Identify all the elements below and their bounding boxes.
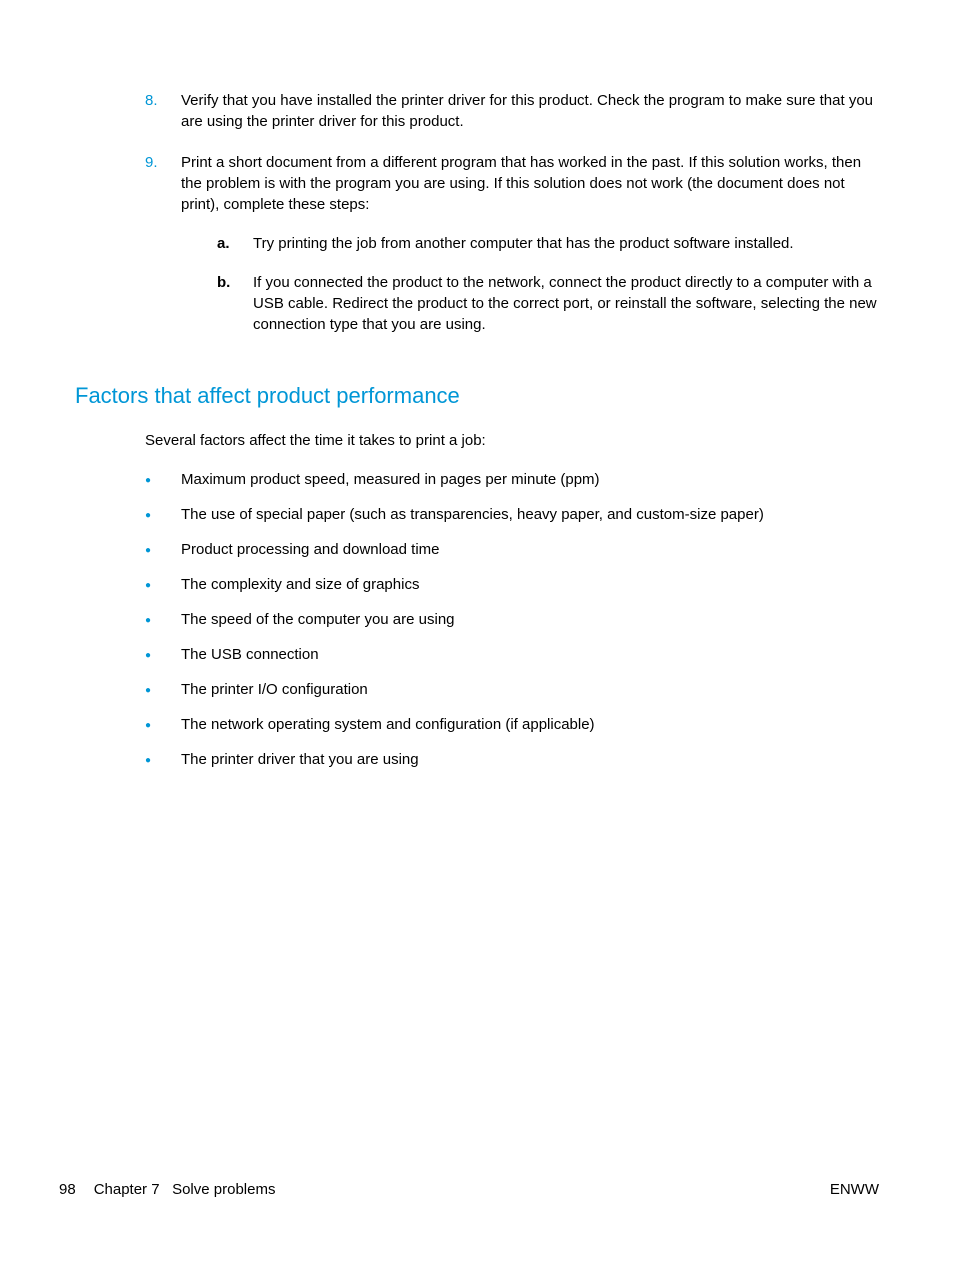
step-item: 8. Verify that you have installed the pr… <box>145 90 879 132</box>
sub-step-letter: b. <box>217 272 253 335</box>
step-item: 9. Print a short document from a differe… <box>145 152 879 353</box>
bullet-item: ● Maximum product speed, measured in pag… <box>145 469 879 490</box>
bullet-text: The printer I/O configuration <box>181 679 879 700</box>
page-content: 8. Verify that you have installed the pr… <box>0 0 954 770</box>
bullet-text: Maximum product speed, measured in pages… <box>181 469 879 490</box>
bullet-icon: ● <box>145 469 181 488</box>
chapter-label: Chapter 7 Solve problems <box>94 1179 276 1200</box>
sub-steps-list: a. Try printing the job from another com… <box>181 233 879 335</box>
page-number: 98 <box>59 1179 76 1200</box>
step-number: 9. <box>145 152 181 353</box>
bullet-item: ● The printer driver that you are using <box>145 749 879 770</box>
bullet-icon: ● <box>145 539 181 558</box>
bullet-text: The use of special paper (such as transp… <box>181 504 879 525</box>
page-footer: 98 Chapter 7 Solve problems ENWW <box>59 1179 879 1200</box>
bullet-item: ● Product processing and download time <box>145 539 879 560</box>
step-text: Print a short document from a different … <box>181 154 861 213</box>
bullet-icon: ● <box>145 679 181 698</box>
numbered-steps-list: 8. Verify that you have installed the pr… <box>75 90 879 353</box>
bullet-icon: ● <box>145 749 181 768</box>
bullet-text: Product processing and download time <box>181 539 879 560</box>
bullet-text: The complexity and size of graphics <box>181 574 879 595</box>
step-number: 8. <box>145 90 181 132</box>
bullet-item: ● The speed of the computer you are usin… <box>145 609 879 630</box>
bullet-text: The USB connection <box>181 644 879 665</box>
factors-bullet-list: ● Maximum product speed, measured in pag… <box>75 469 879 770</box>
section-intro: Several factors affect the time it takes… <box>75 430 879 451</box>
bullet-item: ● The USB connection <box>145 644 879 665</box>
bullet-text: The printer driver that you are using <box>181 749 879 770</box>
section-heading: Factors that affect product performance <box>75 381 879 412</box>
bullet-icon: ● <box>145 644 181 663</box>
bullet-item: ● The printer I/O configuration <box>145 679 879 700</box>
bullet-icon: ● <box>145 504 181 523</box>
sub-step-text: If you connected the product to the netw… <box>253 272 879 335</box>
bullet-item: ● The network operating system and confi… <box>145 714 879 735</box>
step-text-container: Print a short document from a different … <box>181 152 879 353</box>
bullet-item: ● The complexity and size of graphics <box>145 574 879 595</box>
bullet-icon: ● <box>145 714 181 733</box>
bullet-icon: ● <box>145 609 181 628</box>
step-text: Verify that you have installed the print… <box>181 90 879 132</box>
sub-step-letter: a. <box>217 233 253 254</box>
bullet-item: ● The use of special paper (such as tran… <box>145 504 879 525</box>
sub-step-item: a. Try printing the job from another com… <box>217 233 879 254</box>
bullet-icon: ● <box>145 574 181 593</box>
sub-step-item: b. If you connected the product to the n… <box>217 272 879 335</box>
footer-left: 98 Chapter 7 Solve problems <box>59 1179 275 1200</box>
bullet-text: The network operating system and configu… <box>181 714 879 735</box>
footer-region: ENWW <box>830 1179 879 1200</box>
sub-step-text: Try printing the job from another comput… <box>253 233 879 254</box>
bullet-text: The speed of the computer you are using <box>181 609 879 630</box>
